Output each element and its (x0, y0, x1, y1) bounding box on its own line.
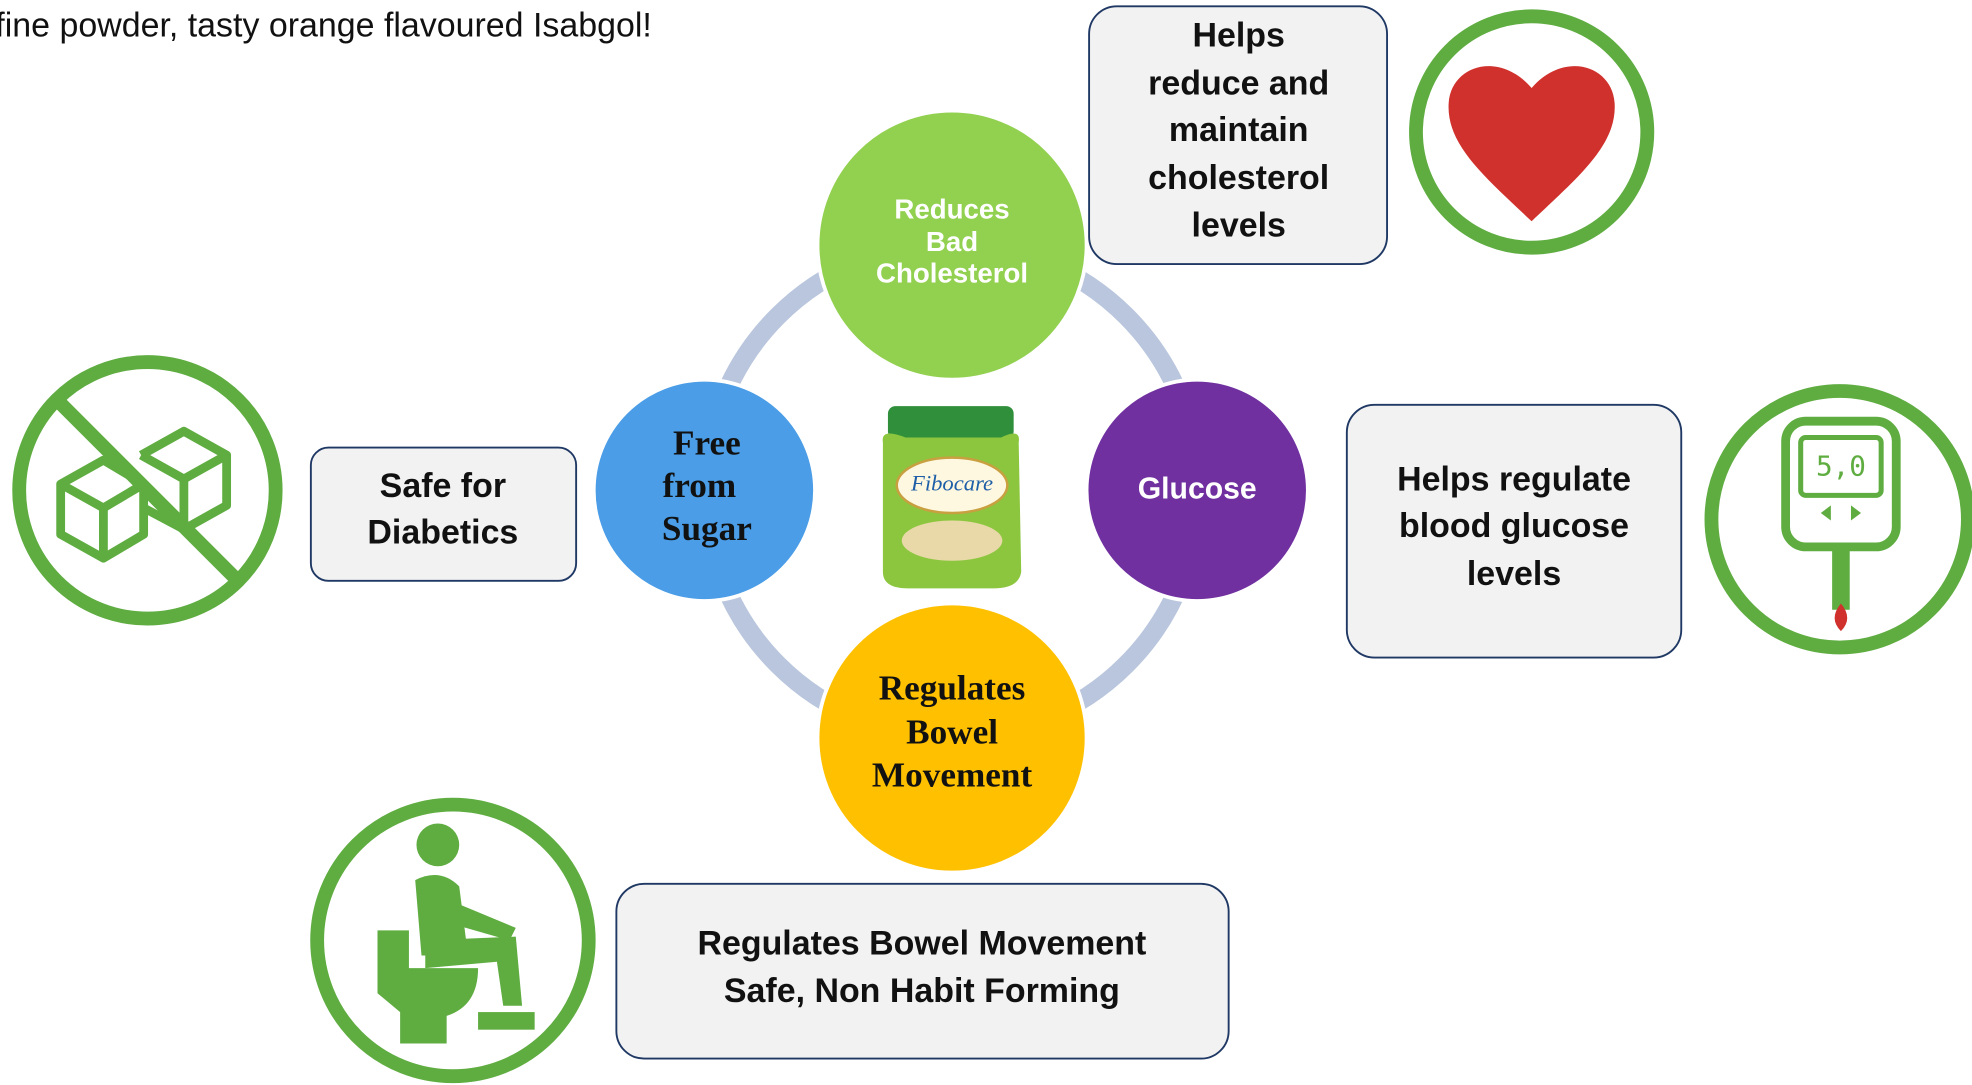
node-label: Cholesterol (876, 258, 1028, 289)
callout-text: reduce and (1148, 64, 1329, 102)
product-jar: Fibocare (883, 406, 1022, 588)
node-label: Glucose (1138, 472, 1257, 505)
header-text: fine powder, tasty orange flavoured Isab… (0, 7, 652, 45)
step (478, 1012, 535, 1030)
node-label: Movement (872, 755, 1033, 794)
node-label: Bowel (906, 713, 998, 752)
node-label: Sugar (662, 509, 752, 548)
callout-text: blood glucose (1399, 507, 1629, 545)
callout-text: levels (1192, 207, 1286, 245)
callout-text: Diabetics (367, 513, 518, 551)
node-label: from (663, 466, 737, 505)
test-strip (1832, 547, 1850, 610)
callout-text: cholesterol (1148, 159, 1329, 197)
callout-text: Safe for (380, 467, 506, 505)
node-label: Reduces (894, 194, 1009, 225)
jar-bowl (902, 520, 1003, 560)
node-label: Free (673, 423, 741, 462)
node-label: Bad (926, 226, 978, 257)
head (416, 823, 459, 866)
jar-lid (888, 406, 1014, 439)
meter-reading: 5,0 (1816, 450, 1866, 483)
page: {"header": {"text": "fine powder, tasty … (0, 0, 1972, 1085)
callout-text: Regulates Bowel Movement (697, 924, 1146, 962)
callout-text: Helps regulate (1397, 460, 1631, 498)
callout-text: Safe, Non Habit Forming (724, 972, 1120, 1010)
callout-text: levels (1467, 555, 1561, 593)
infographic: fine powder, tasty orange flavoured Isab… (0, 0, 1972, 1085)
callout-text: Helps (1192, 17, 1284, 55)
jar-brand: Fibocare (910, 470, 993, 495)
node-label: Regulates (879, 669, 1026, 708)
callout-text: maintain (1169, 111, 1309, 149)
